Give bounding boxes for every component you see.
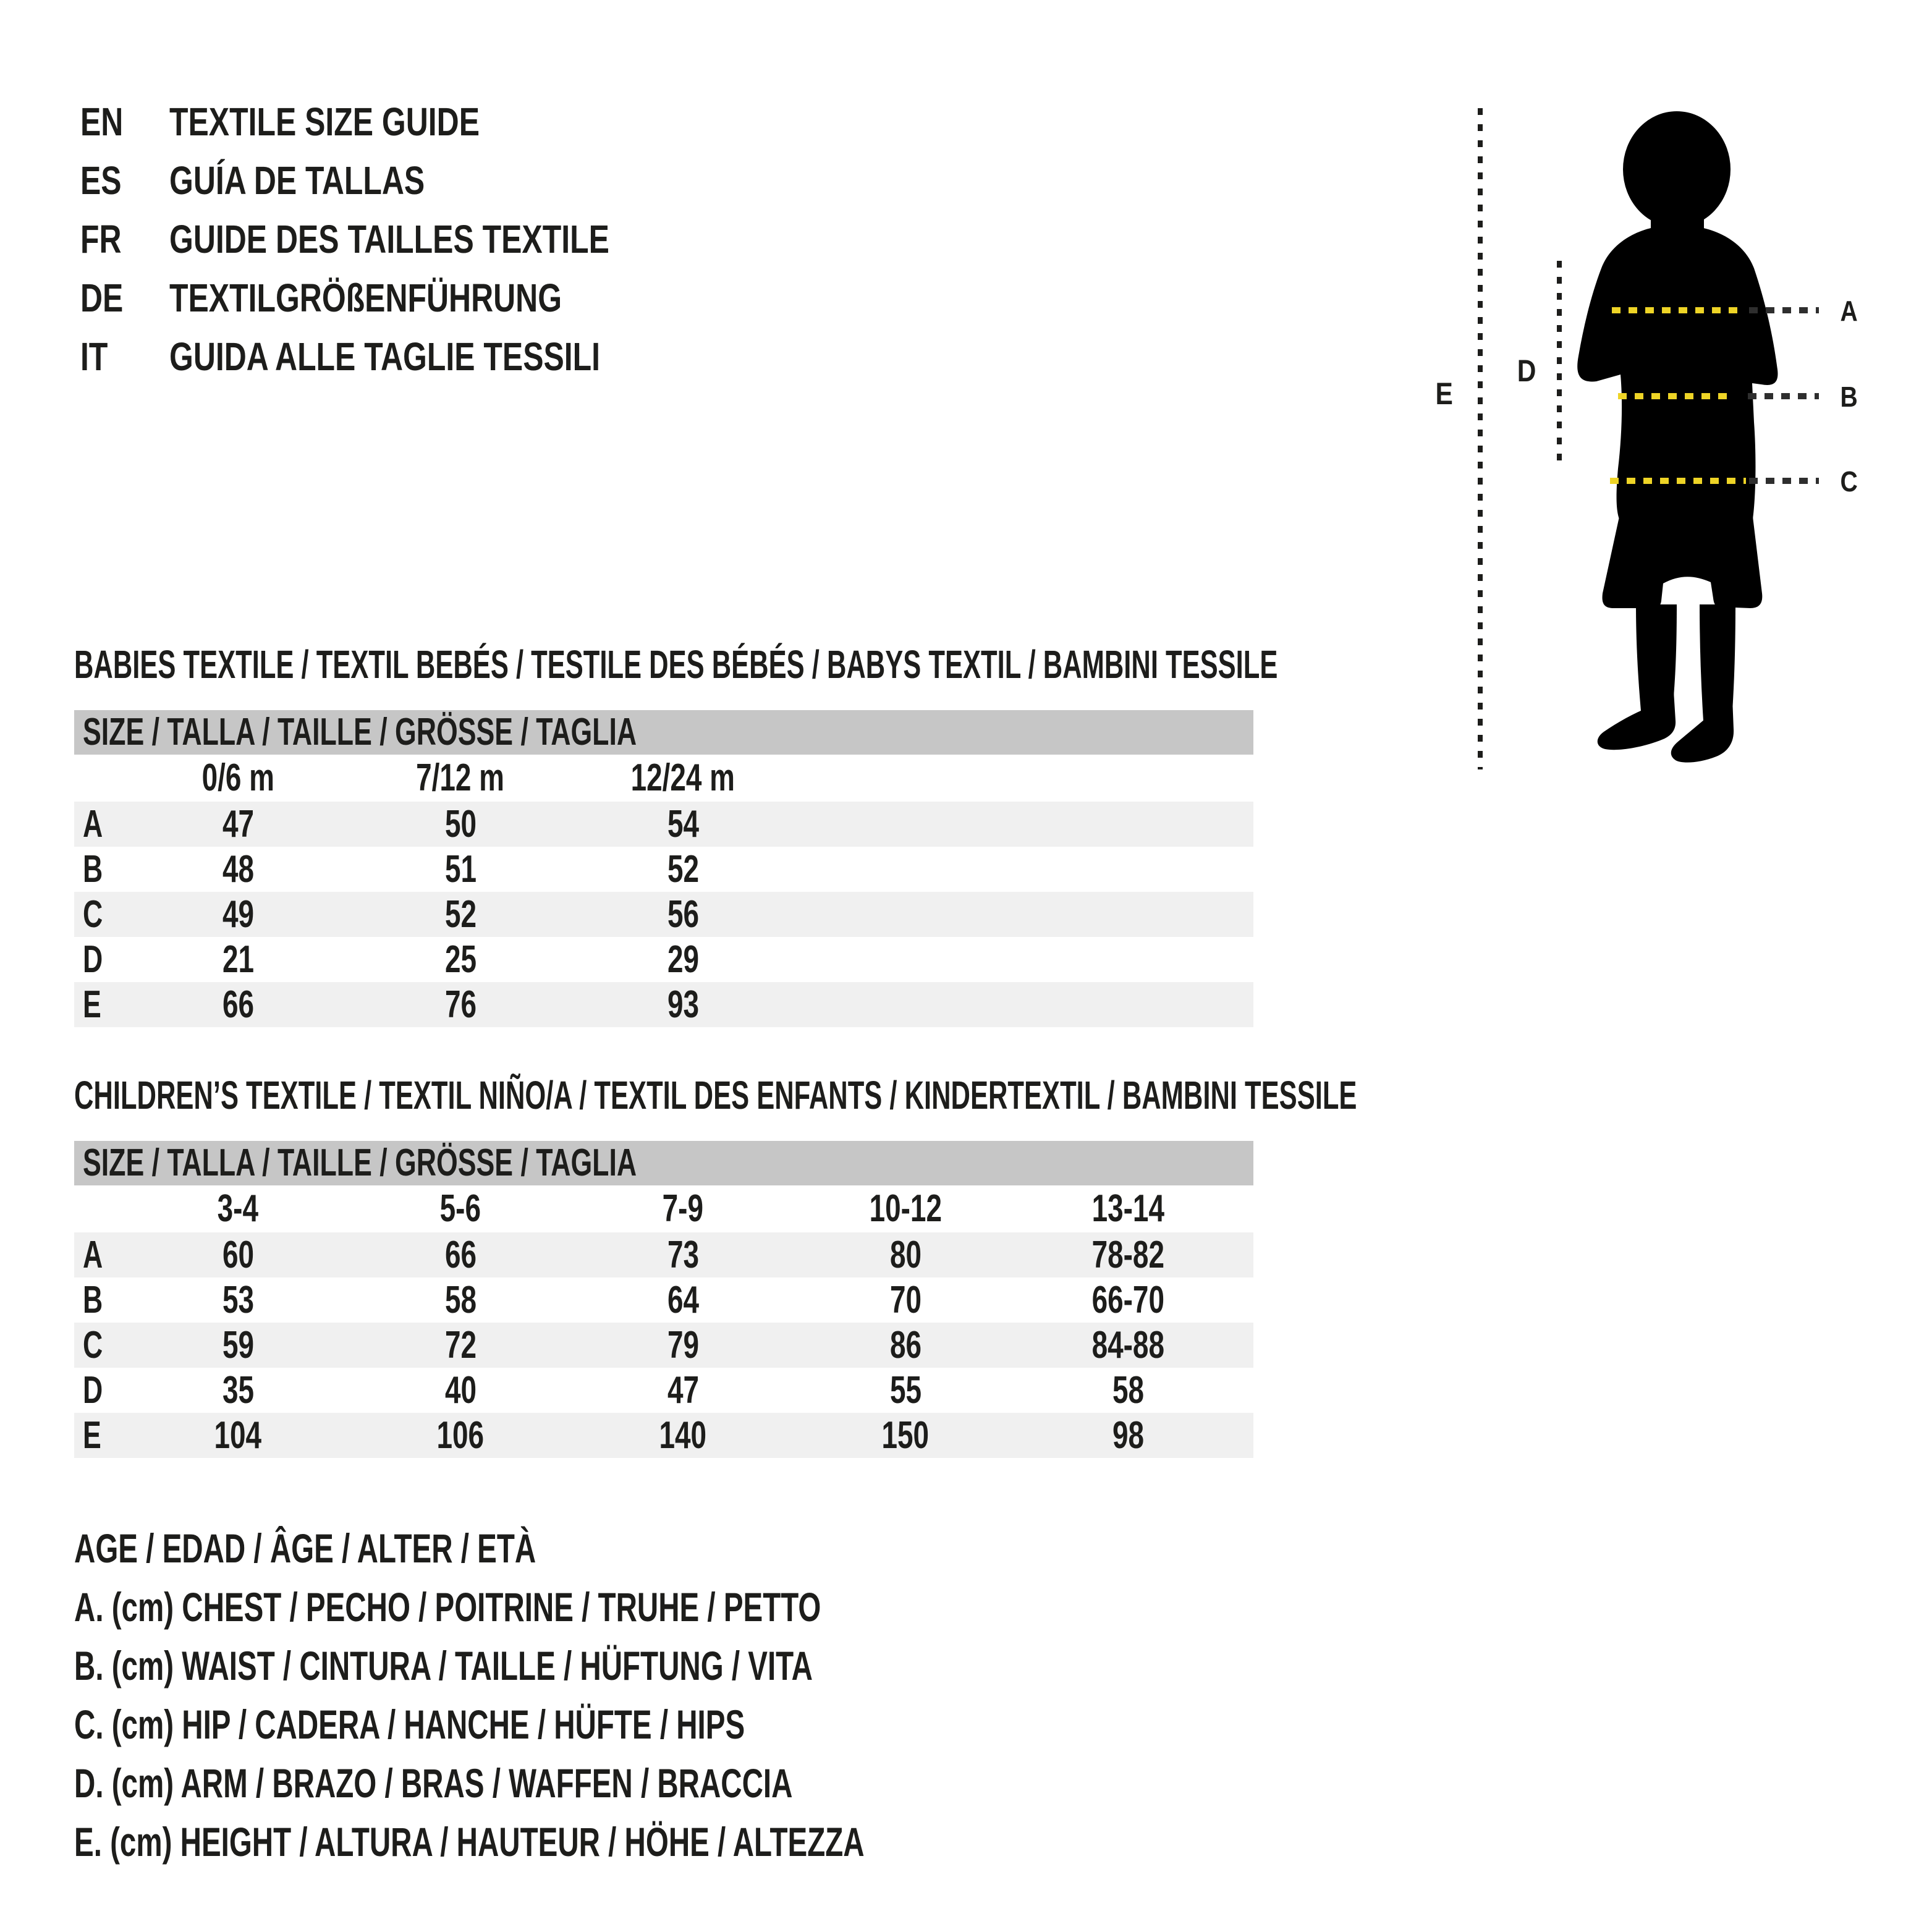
babies-col-0: 0/6 m xyxy=(201,756,274,799)
guide-title-fr: GUIDE DES TAILLES TEXTILE xyxy=(169,217,609,261)
height-label: E xyxy=(1435,376,1454,411)
waist-line-dark xyxy=(1748,393,1819,399)
legend-age: AGE / EDAD / ÂGE / ALTER / ETÀ xyxy=(74,1525,536,1571)
row-label: B xyxy=(83,848,103,891)
guide-title-es: GUÍA DE TALLAS xyxy=(169,158,425,203)
arm-label: D xyxy=(1517,354,1536,388)
row-label: B xyxy=(83,1279,103,1321)
lang-row-fr: FR GUIDE DES TAILLES TEXTILE xyxy=(80,210,734,269)
children-row-a: A 60 66 73 80 78-82 xyxy=(74,1232,1253,1277)
guide-title-it: GUIDA ALLE TAGLIE TESSILI xyxy=(169,334,601,379)
children-col-4: 13-14 xyxy=(1091,1187,1164,1230)
children-column-headers: 3-4 5-6 7-9 10-12 13-14 xyxy=(74,1185,1253,1232)
children-size-table: SIZE / TALLA / TAILLE / GRÖSSE / TAGLIA … xyxy=(74,1141,1253,1458)
hip-line-yellow xyxy=(1610,478,1746,484)
row-label: D xyxy=(83,1369,103,1412)
babies-row-d: D 21 25 29 xyxy=(74,937,1253,982)
guide-title-de: TEXTILGRÖßENFÜHRUNG xyxy=(169,276,562,320)
child-silhouette-image xyxy=(1577,111,1778,763)
babies-col-2: 12/24 m xyxy=(630,756,735,799)
legend-chest: A. (cm) CHEST / PECHO / POITRINE / TRUHE… xyxy=(74,1584,821,1630)
legend-arm: D. (cm) ARM / BRAZO / BRAS / WAFFEN / BR… xyxy=(74,1760,793,1806)
children-section-title: CHILDREN’S TEXTILE / TEXTIL NIÑO/A / TEX… xyxy=(74,1073,1357,1117)
lang-code: FR xyxy=(80,217,122,261)
babies-size-table: SIZE / TALLA / TAILLE / GRÖSSE / TAGLIA … xyxy=(74,710,1253,1027)
babies-col-1: 7/12 m xyxy=(416,756,505,799)
row-label: C xyxy=(83,893,103,936)
children-col-3: 10-12 xyxy=(869,1187,942,1230)
lang-code: IT xyxy=(80,334,108,379)
lang-code: DE xyxy=(80,276,124,320)
lang-row-de: DE TEXTILGRÖßENFÜHRUNG xyxy=(80,269,734,328)
waist-label: B xyxy=(1840,381,1858,413)
row-label: C xyxy=(83,1324,103,1366)
legend-height: E. (cm) HEIGHT / ALTURA / HAUTEUR / HÖHE… xyxy=(74,1819,865,1865)
babies-column-headers: 0/6 m 7/12 m 12/24 m xyxy=(74,755,1253,802)
chest-label: A xyxy=(1840,295,1858,327)
chest-line-yellow xyxy=(1612,307,1740,313)
row-label: A xyxy=(83,803,103,845)
children-row-c: C 59 72 79 86 84-88 xyxy=(74,1323,1253,1368)
children-col-2: 7-9 xyxy=(662,1187,704,1230)
children-row-e: E 104 106 140 150 98 xyxy=(74,1413,1253,1458)
children-row-b: B 53 58 64 70 66-70 xyxy=(74,1277,1253,1323)
lang-row-en: EN TEXTILE SIZE GUIDE xyxy=(80,93,734,151)
lang-code: EN xyxy=(80,100,124,144)
children-size-header: SIZE / TALLA / TAILLE / GRÖSSE / TAGLIA xyxy=(74,1141,1253,1185)
legend-waist: B. (cm) WAIST / CINTURA / TAILLE / HÜFTU… xyxy=(74,1643,813,1688)
lang-code: ES xyxy=(80,158,122,203)
lang-row-it: IT GUIDA ALLE TAGLIE TESSILI xyxy=(80,328,734,386)
legend-hip: C. (cm) HIP / CADERA / HANCHE / HÜFTE / … xyxy=(74,1701,745,1747)
lang-row-es: ES GUÍA DE TALLAS xyxy=(80,151,734,210)
guide-title-en: TEXTILE SIZE GUIDE xyxy=(169,100,480,144)
babies-row-a: A 47 50 54 xyxy=(74,802,1253,847)
measurement-legend: AGE / EDAD / ÂGE / ALTER / ETÀ A. (cm) C… xyxy=(74,1519,1172,1871)
arm-measure-line xyxy=(1557,261,1562,470)
hip-label: C xyxy=(1840,465,1858,498)
row-label: A xyxy=(83,1234,103,1276)
chest-line-dark xyxy=(1749,307,1819,313)
babies-size-header: SIZE / TALLA / TAILLE / GRÖSSE / TAGLIA xyxy=(74,710,1253,755)
row-label: E xyxy=(83,983,101,1026)
language-title-list: EN TEXTILE SIZE GUIDE ES GUÍA DE TALLAS … xyxy=(80,93,734,386)
hip-line-dark xyxy=(1749,478,1819,484)
children-col-0: 3-4 xyxy=(217,1187,259,1230)
row-label: D xyxy=(83,938,103,981)
waist-line-yellow xyxy=(1618,393,1735,399)
babies-section-title: BABIES TEXTILE / TEXTIL BEBÉS / TESTILE … xyxy=(74,642,1278,687)
children-row-d: D 35 40 47 55 58 xyxy=(74,1368,1253,1413)
babies-row-b: B 48 51 52 xyxy=(74,847,1253,892)
children-col-1: 5-6 xyxy=(439,1187,481,1230)
babies-row-e: E 66 76 93 xyxy=(74,982,1253,1027)
height-measure-line xyxy=(1478,108,1483,769)
row-label: E xyxy=(83,1414,101,1457)
babies-row-c: C 49 52 56 xyxy=(74,892,1253,937)
